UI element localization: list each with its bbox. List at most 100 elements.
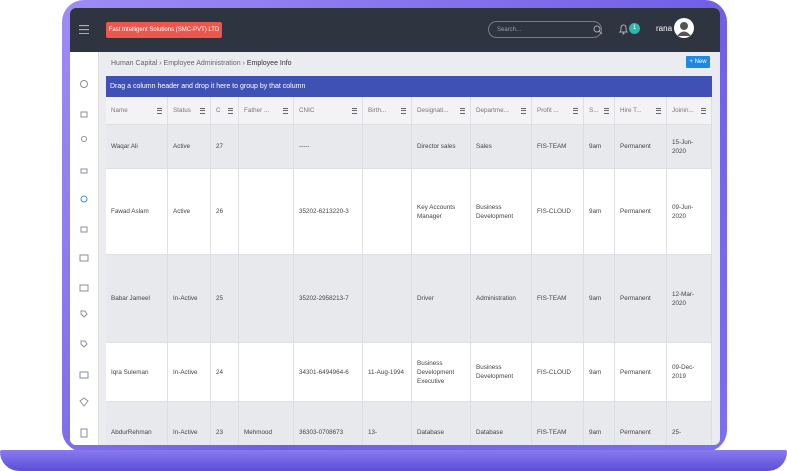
column-menu[interactable]	[352, 107, 357, 114]
table-cell: 9am	[584, 343, 615, 401]
table-cell: 12-Mar-2020	[667, 255, 712, 342]
table-cell: 11-Aug-1994	[363, 343, 412, 401]
company-selector[interactable]: Fast Intelligent Solutions (SMC-PVT) LTD	[106, 22, 222, 38]
avatar[interactable]	[674, 18, 694, 38]
search-icon	[593, 25, 603, 35]
column-menu[interactable]	[200, 107, 205, 114]
table-cell: 9am	[584, 169, 615, 254]
column-title: C	[216, 107, 221, 114]
column-header[interactable]: Name	[106, 97, 168, 124]
table-cell: Permanent	[615, 125, 667, 168]
column-header[interactable]: Profit ...	[532, 97, 584, 124]
table-cell: Babar Jameel	[106, 255, 168, 342]
column-title: CNIC	[299, 107, 315, 114]
column-menu[interactable]	[573, 107, 578, 114]
column-menu[interactable]	[283, 107, 288, 114]
table-cell: 25-	[667, 402, 712, 445]
table-cell	[239, 169, 294, 254]
column-menu[interactable]	[157, 107, 162, 114]
table-row[interactable]: Waqar Ali Active 27 ----- Director sales Sale…	[106, 125, 712, 169]
table-cell	[239, 255, 294, 342]
column-title: Status	[173, 107, 191, 114]
column-menu[interactable]	[656, 107, 661, 114]
breadcrumb-item[interactable]: Human Capital	[111, 60, 158, 67]
table-cell: Waqar Ali	[106, 125, 168, 168]
table-cell: In-Active	[168, 255, 211, 342]
table-cell: Permanent	[615, 402, 667, 445]
column-title: Profit ...	[537, 107, 559, 114]
column-menu[interactable]	[701, 107, 706, 114]
column-header[interactable]: Hire T...	[615, 97, 667, 124]
screen: Fast Intelligent Solutions (SMC-PVT) LTD…	[70, 8, 720, 445]
table-cell: Business Development	[471, 169, 532, 254]
column-menu[interactable]	[401, 107, 406, 114]
table-row[interactable]: Iqra Suleman In-Active 24 34301-6494964-6 11…	[106, 343, 712, 402]
column-title: Father ...	[244, 107, 270, 114]
table-cell: FIS-CLOUD	[532, 343, 584, 401]
table-cell: Driver	[412, 255, 471, 342]
breadcrumb-item: Employee Info	[246, 60, 292, 67]
column-menu[interactable]	[604, 107, 609, 114]
menu-icon[interactable]	[79, 25, 89, 34]
table-cell: 09-Jun-2020	[667, 169, 712, 254]
table-cell: Active	[168, 125, 211, 168]
user-name[interactable]: rana	[656, 24, 673, 33]
table-row[interactable]: Babar Jameel In-Active 25 35202-2958213-7 Dr…	[106, 255, 712, 343]
table-cell: Administration	[471, 255, 532, 342]
table-cell: 24	[211, 343, 239, 401]
bell-icon[interactable]	[619, 24, 628, 35]
breadcrumb-item[interactable]: Employee Administration	[163, 60, 241, 67]
search-box[interactable]: Search...	[488, 21, 602, 38]
table-cell: Permanent	[615, 169, 667, 254]
table-cell: Permanent	[615, 255, 667, 342]
column-title: Departme...	[476, 107, 509, 114]
table-cell: 26	[211, 169, 239, 254]
column-header[interactable]: Father ...	[239, 97, 294, 124]
table-cell: 34301-6494964-6	[294, 343, 363, 401]
table-cell: -----	[294, 125, 363, 168]
sidebar	[70, 52, 99, 445]
table-row[interactable]: AbdurRehman In-Active 23 Mehmood 36303-07086…	[106, 402, 712, 445]
table-cell: 9am	[584, 402, 615, 445]
table-cell: Director sales	[412, 125, 471, 168]
table-cell: Database	[471, 402, 532, 445]
column-header[interactable]: Birth...	[363, 97, 412, 124]
column-menu[interactable]	[521, 107, 526, 114]
breadcrumb: Human Capital › Employee Administration …	[111, 60, 292, 67]
table-row[interactable]: Fawad Aslam Active 26 35202-6213220-3 Key Ac…	[106, 169, 712, 255]
new-button[interactable]: + New	[686, 56, 710, 68]
top-bar: Fast Intelligent Solutions (SMC-PVT) LTD…	[70, 8, 720, 52]
column-header[interactable]: Status	[168, 97, 211, 124]
table-cell: 09-Dec-2019	[667, 343, 712, 401]
column-header[interactable]: C	[211, 97, 239, 124]
table-cell: Iqra Suleman	[106, 343, 168, 401]
column-header[interactable]: Departme...	[471, 97, 532, 124]
table-cell	[363, 125, 412, 168]
table-cell: Mehmood	[239, 402, 294, 445]
table-cell	[363, 255, 412, 342]
table-cell: 9am	[584, 125, 615, 168]
column-header[interactable]: CNIC	[294, 97, 363, 124]
table-cell: 13-	[363, 402, 412, 445]
column-header[interactable]: S...	[584, 97, 615, 124]
column-title: Hire T...	[620, 107, 642, 114]
sidebar-icons[interactable]	[70, 52, 98, 445]
table-cell: FIS-TEAM	[532, 125, 584, 168]
column-header[interactable]: Joinin...	[667, 97, 712, 124]
table-cell: Business Development Executive	[412, 343, 471, 401]
table-cell: Key Accounts Manager	[412, 169, 471, 254]
table-cell: In-Active	[168, 402, 211, 445]
column-header[interactable]: Designati...	[412, 97, 471, 124]
column-menu[interactable]	[460, 107, 465, 114]
table-cell: 35202-6213220-3	[294, 169, 363, 254]
table-cell: Active	[168, 169, 211, 254]
table-cell: FIS-TEAM	[532, 255, 584, 342]
column-menu[interactable]	[228, 107, 233, 114]
table-cell: Permanent	[615, 343, 667, 401]
table-cell: Database	[412, 402, 471, 445]
table-cell: FIS-TEAM	[532, 402, 584, 445]
table-cell: AbdurRehman	[106, 402, 168, 445]
column-title: Designati...	[417, 107, 449, 114]
data-grid: Name Status C Father ... CNIC Birth... Designa…	[106, 97, 712, 445]
